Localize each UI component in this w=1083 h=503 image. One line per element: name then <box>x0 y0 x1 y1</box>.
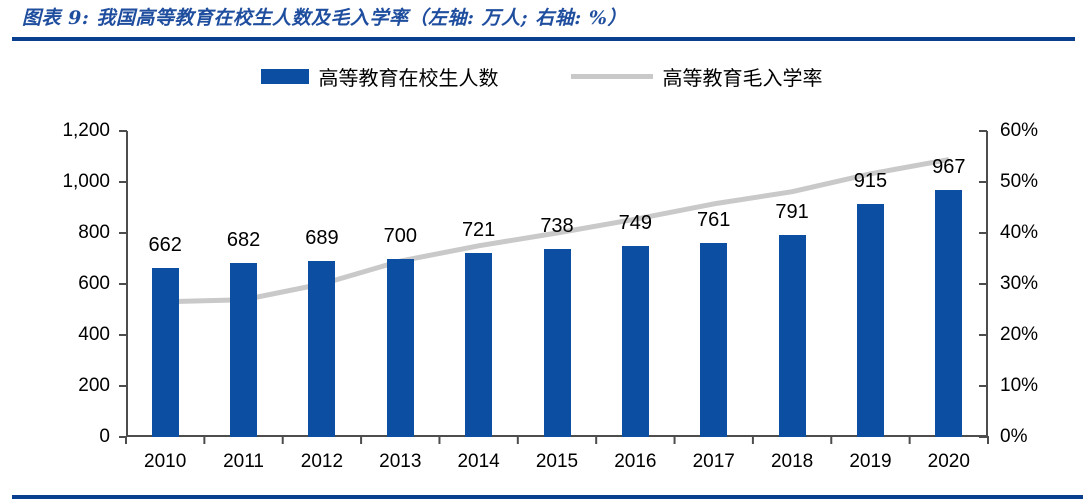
bar-2012 <box>308 261 336 437</box>
right-axis-tick-50%: 50% <box>1000 171 1039 192</box>
top-divider <box>12 37 1075 41</box>
bar-value-label-2011: 682 <box>226 229 261 252</box>
bar-2011 <box>230 263 258 437</box>
bar-2010 <box>151 268 179 437</box>
legend-bar-swatch <box>260 69 309 84</box>
x-tick-2020: 2020 <box>927 451 970 472</box>
bar-value-label-2020: 967 <box>932 156 966 179</box>
legend-bar-label: 高等教育在校生人数 <box>318 68 499 90</box>
right-axis-tick-20%: 20% <box>1000 324 1039 345</box>
x-tick-2019: 2019 <box>849 451 892 472</box>
left-axis-tick-600: 600 <box>78 273 110 294</box>
bar-value-label-2010: 662 <box>148 234 182 257</box>
bar-2014 <box>465 253 493 437</box>
bar-value-label-2017: 761 <box>697 208 731 231</box>
bar-2013 <box>386 258 414 437</box>
x-tick-2014: 2014 <box>457 451 500 472</box>
bar-2020 <box>935 190 963 437</box>
left-axis-tick-1,200: 1,200 <box>62 120 110 141</box>
chart-title: 图表 9: 我国高等教育在校生人数及毛入学率（左轴: 万人; 右轴: %） <box>22 7 627 29</box>
x-tick-2013: 2013 <box>379 451 422 472</box>
bar-value-label-2014: 721 <box>461 219 496 242</box>
legend-item-bars: 高等教育在校生人数 <box>260 62 499 91</box>
bar-2017 <box>700 242 728 437</box>
bar-value-label-2016: 749 <box>618 212 653 234</box>
bar-2016 <box>621 246 649 437</box>
left-axis-tick-800: 800 <box>78 222 110 243</box>
bar-value-label-2018: 791 <box>775 201 809 224</box>
x-tick-2016: 2016 <box>614 451 657 472</box>
right-axis-tick-0%: 0% <box>1000 426 1028 447</box>
plot-area: 2010 662 2011 682 2012 689 2013 700 2014 721 2015 7… <box>119 130 989 472</box>
x-tick-2012: 2012 <box>300 451 344 472</box>
left-axis-tick-200: 200 <box>78 375 110 396</box>
bar-value-label-2015: 738 <box>540 214 574 237</box>
x-tick-2018: 2018 <box>770 451 814 472</box>
bar-2015 <box>543 248 571 437</box>
x-tick-2015: 2015 <box>535 451 579 472</box>
left-axis-tick-0: 0 <box>99 426 110 447</box>
right-axis-tick-30%: 30% <box>1000 273 1039 294</box>
x-tick-2011: 2011 <box>223 451 264 472</box>
bar-value-label-2012: 689 <box>305 227 339 250</box>
legend-item-line: 高等教育毛入学率 <box>570 62 823 91</box>
rate-line <box>165 157 950 305</box>
bar-2019 <box>856 203 884 437</box>
left-axis-tick-1,000: 1,000 <box>62 171 110 192</box>
right-axis-tick-10%: 10% <box>1000 375 1039 396</box>
bar-value-label-2013: 700 <box>383 224 417 247</box>
right-axis-tick-40%: 40% <box>1000 222 1039 243</box>
legend-line-label: 高等教育毛入学率 <box>662 68 823 90</box>
bar-value-label-2019: 915 <box>853 169 888 192</box>
left-axis-tick-400: 400 <box>78 324 110 345</box>
legend: 高等教育在校生人数 高等教育毛入学率 <box>0 62 1083 91</box>
legend-line-swatch <box>570 74 653 79</box>
bar-2018 <box>778 235 806 437</box>
bottom-divider <box>12 495 1083 499</box>
x-tick-2010: 2010 <box>144 451 187 472</box>
x-tick-2017: 2017 <box>692 451 735 472</box>
right-axis-tick-60%: 60% <box>1000 120 1039 141</box>
